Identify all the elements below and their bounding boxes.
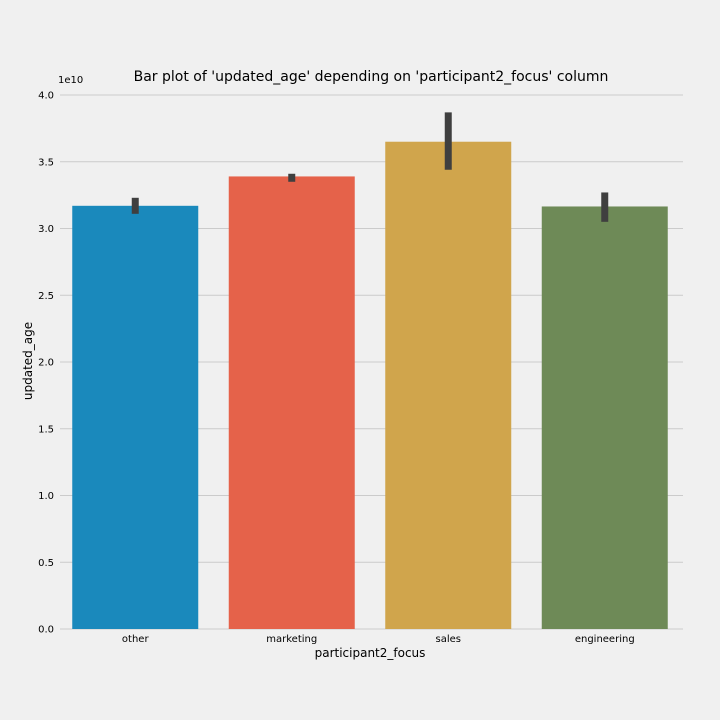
error-bars [131,112,609,222]
x-tick-label: engineering [575,634,635,645]
y-tick-label: 4.0 [38,91,54,102]
bar-marketing [228,176,355,629]
y-tick-label: 2.5 [38,291,54,302]
y-axis-offset-label: 1e10 [58,75,83,86]
chart-title: Bar plot of 'updated_age' depending on '… [134,69,609,85]
y-tick-label: 3.5 [38,157,54,168]
bar-sales [385,141,512,629]
y-tick-label: 0.5 [38,558,54,569]
y-tick-label: 1.5 [38,424,54,435]
y-axis-label: updated_age [21,322,35,400]
x-tick-label: other [122,634,150,645]
y-tick-label: 3.0 [38,224,54,235]
x-axis-label: participant2_focus [315,646,426,660]
x-tick-labels: other marketing sales engineering [122,634,635,645]
y-tick-label: 0.0 [38,625,54,636]
y-tick-labels: 0.0 0.5 1.0 1.5 2.0 2.5 3.0 3.5 4.0 [38,91,54,636]
bars [72,141,668,629]
y-tick-label: 1.0 [38,491,54,502]
x-tick-label: marketing [266,634,317,645]
x-tick-label: sales [436,634,461,645]
bar-engineering [541,206,668,629]
bar-other [72,205,199,629]
y-tick-label: 2.0 [38,358,54,369]
